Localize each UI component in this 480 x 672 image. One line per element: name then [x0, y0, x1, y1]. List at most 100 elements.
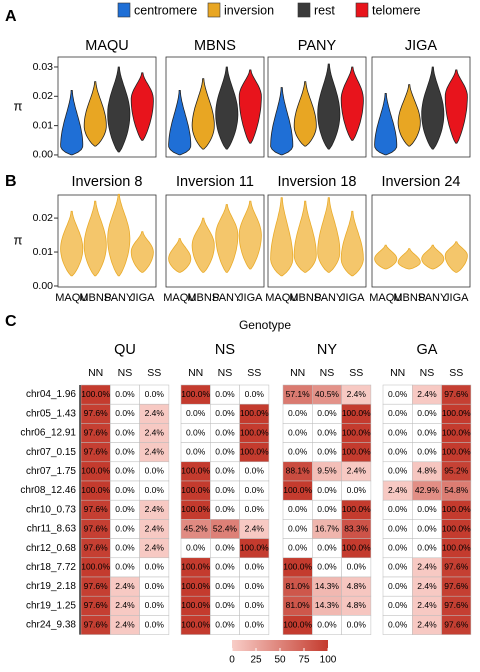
- cell-label: 0.0%: [388, 581, 408, 591]
- cell-label: 2.4%: [347, 389, 367, 399]
- cell-label: 14.3%: [315, 600, 340, 610]
- column-label: NS: [320, 367, 335, 379]
- cell-label: 0.0%: [115, 446, 135, 456]
- cell-label: 0.0%: [215, 427, 235, 437]
- violin: [83, 81, 107, 147]
- cell-label: 0.0%: [417, 523, 437, 533]
- cell-label: 0.0%: [245, 600, 265, 610]
- x-tick-label: PANY: [418, 292, 448, 304]
- cell-label: 2.4%: [145, 427, 165, 437]
- x-tick-label: PANY: [104, 292, 134, 304]
- violin: [270, 197, 294, 277]
- cell-label: 0.0%: [145, 562, 165, 572]
- violin: [444, 69, 468, 144]
- cell-label: 2.4%: [417, 581, 437, 591]
- row-label: chr08_12.46: [20, 485, 76, 496]
- violin: [293, 200, 317, 273]
- column-label: NS: [420, 367, 435, 379]
- cell-label: 0.0%: [317, 485, 337, 495]
- cell-label: 2.4%: [388, 485, 408, 495]
- cell-label: 97.6%: [444, 581, 469, 591]
- cell-label: 0.0%: [417, 408, 437, 418]
- facet-frame: [165, 194, 265, 288]
- cell-label: 0.0%: [115, 466, 135, 476]
- cell-label: 4.8%: [347, 600, 367, 610]
- violin: [340, 210, 364, 277]
- cell-label: 100.0%: [240, 446, 269, 456]
- group-title: QU: [114, 342, 136, 358]
- cell-label: 2.4%: [347, 466, 367, 476]
- cell-label: 100.0%: [240, 408, 269, 418]
- x-tick-label: MBNS: [187, 292, 219, 304]
- cell-label: 100.0%: [442, 446, 471, 456]
- cell-label: 16.7%: [315, 523, 340, 533]
- x-tick-label: MBNS: [289, 292, 321, 304]
- panel-label: A: [5, 8, 17, 25]
- cell-label: 0.0%: [388, 427, 408, 437]
- cell-label: 0.0%: [388, 389, 408, 399]
- cell-label: 100.0%: [81, 389, 110, 399]
- row-label: chr07_1.75: [26, 466, 76, 477]
- cell-label: 0.0%: [388, 446, 408, 456]
- cell-label: 97.6%: [84, 600, 109, 610]
- cell-label: 0.0%: [145, 581, 165, 591]
- facet-frame: [371, 56, 471, 158]
- column-label: NN: [88, 367, 103, 379]
- facet-title: Inversion 24: [382, 174, 461, 190]
- cell-label: 2.4%: [115, 600, 135, 610]
- column-label: NS: [218, 367, 233, 379]
- facet-frame: [165, 56, 265, 158]
- cell-label: 100.0%: [342, 408, 371, 418]
- violin: [317, 197, 341, 273]
- legend-label: inversion: [224, 3, 274, 17]
- violin: [168, 238, 192, 273]
- heat-cell: [341, 615, 372, 635]
- row-label: chr18_7.72: [26, 562, 76, 573]
- cell-label: 100.0%: [81, 485, 110, 495]
- cell-label: 0.0%: [317, 562, 337, 572]
- violin: [374, 244, 398, 270]
- violin: [215, 66, 239, 150]
- cell-label: 54.8%: [444, 485, 469, 495]
- cell-label: 2.4%: [245, 523, 265, 533]
- cell-label: 100.0%: [442, 427, 471, 437]
- column-label: NN: [390, 367, 405, 379]
- cell-label: 0.0%: [317, 427, 337, 437]
- cell-label: 0.0%: [215, 485, 235, 495]
- cell-label: 4.8%: [417, 466, 437, 476]
- row-label: chr19_2.18: [26, 581, 76, 592]
- facet-frame: [57, 194, 157, 288]
- cell-label: 0.0%: [245, 466, 265, 476]
- cell-label: 100.0%: [240, 427, 269, 437]
- x-tick-label: MBNS: [393, 292, 425, 304]
- cell-label: 100.0%: [181, 581, 210, 591]
- cell-label: 100.0%: [181, 485, 210, 495]
- y-axis-label: π: [14, 232, 23, 247]
- x-tick-label: JIGA: [340, 292, 365, 304]
- cell-label: 0.0%: [115, 542, 135, 552]
- facet-frame: [267, 194, 367, 288]
- violin: [397, 84, 421, 147]
- x-tick-label: PANY: [212, 292, 242, 304]
- cell-label: 0.0%: [186, 542, 206, 552]
- x-tick-label: MAQU: [55, 292, 88, 304]
- cell-label: 2.4%: [115, 581, 135, 591]
- cell-label: 100.0%: [442, 542, 471, 552]
- cell-label: 100.0%: [442, 408, 471, 418]
- y-axis-label: π: [14, 98, 23, 113]
- violin: [397, 248, 421, 270]
- cell-label: 0.0%: [417, 446, 437, 456]
- legend-label: centromere: [134, 3, 197, 17]
- heatmap-title: Genotype: [239, 318, 291, 332]
- cell-label: 100.0%: [181, 466, 210, 476]
- cell-label: 97.6%: [444, 600, 469, 610]
- column-label: SS: [449, 367, 463, 379]
- cell-label: 0.0%: [115, 523, 135, 533]
- cell-label: 0.0%: [317, 408, 337, 418]
- row-label: chr19_1.25: [26, 600, 76, 611]
- column-label: SS: [349, 367, 363, 379]
- violin: [374, 93, 398, 156]
- cell-label: 97.6%: [84, 504, 109, 514]
- cell-label: 0.0%: [115, 485, 135, 495]
- cell-label: 97.6%: [84, 581, 109, 591]
